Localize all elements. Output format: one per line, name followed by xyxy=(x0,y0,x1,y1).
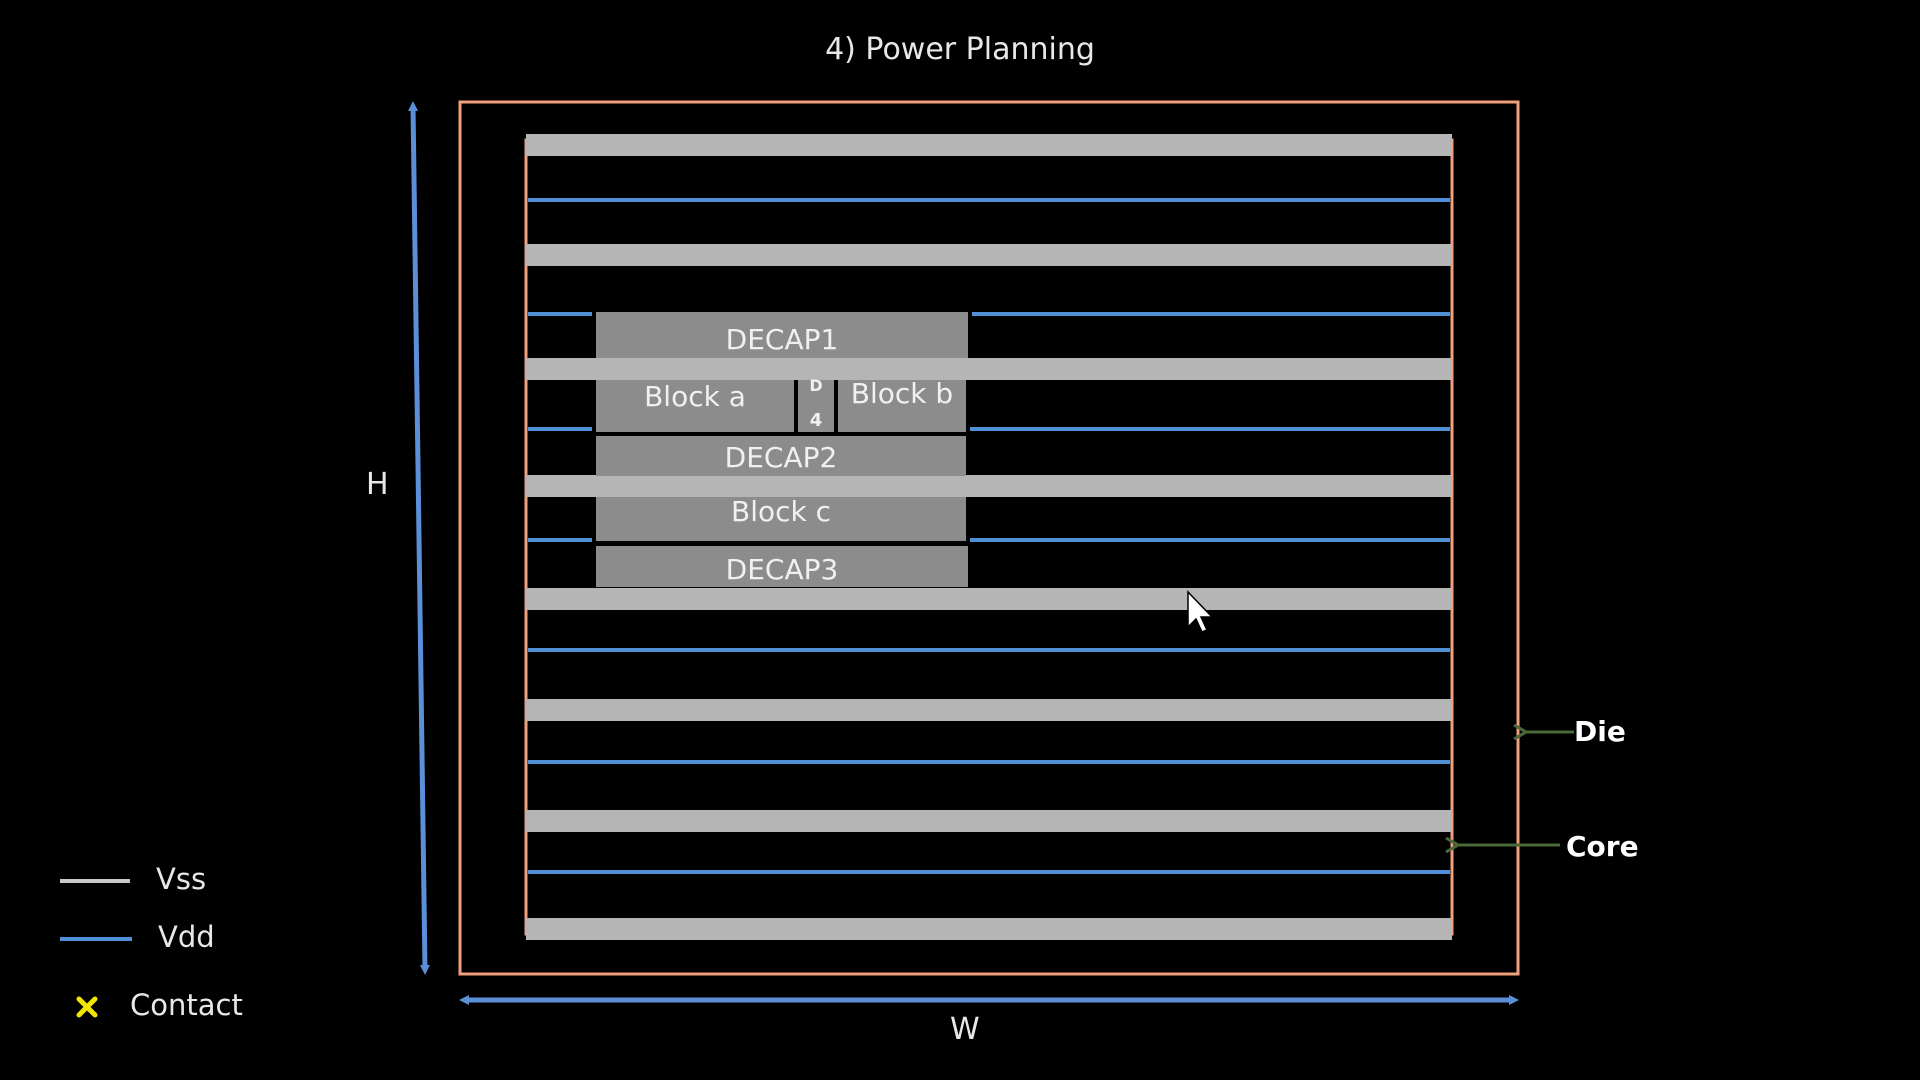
decap4-label-top: D xyxy=(809,376,823,395)
block-b xyxy=(838,380,966,432)
die-outline xyxy=(458,100,1520,976)
vss-rails xyxy=(526,134,1452,940)
decap4-block xyxy=(798,380,834,432)
vdd-rails xyxy=(528,198,1450,874)
die-label: Die xyxy=(1574,715,1626,748)
legend-vss-label: Vss xyxy=(156,862,207,896)
decap4-label-bottom: 4 xyxy=(809,410,823,431)
vss-rail xyxy=(526,699,1452,721)
decap1-label: DECAP1 xyxy=(725,323,839,356)
vss-rail xyxy=(526,588,1452,610)
mouse-cursor-icon xyxy=(1187,590,1214,633)
decap2-block xyxy=(596,436,966,476)
diagram-title: 4) Power Planning xyxy=(825,32,1095,67)
decap3-block xyxy=(596,546,968,587)
vss-rail xyxy=(526,244,1452,266)
width-label: W xyxy=(950,1012,980,1047)
macro-blocks xyxy=(596,312,968,587)
vss-rail xyxy=(526,358,1452,380)
vss-rail xyxy=(526,918,1452,940)
legend-contact-label: Contact xyxy=(130,988,243,1022)
contact-cross-icon xyxy=(76,996,98,1018)
decap2-label: DECAP2 xyxy=(724,441,838,474)
height-label: H xyxy=(366,467,389,502)
vss-rail xyxy=(526,134,1452,156)
block-c xyxy=(596,497,966,541)
block-a-label: Block a xyxy=(644,380,746,413)
decap1-block xyxy=(596,312,968,358)
decap3-label: DECAP3 xyxy=(725,553,839,586)
height-dimension-arrow xyxy=(408,101,430,975)
core-label: Core xyxy=(1566,830,1639,863)
vss-rail xyxy=(526,810,1452,832)
block-c-label: Block c xyxy=(730,495,832,528)
block-b-label: Block b xyxy=(850,377,954,410)
legend-vdd-label: Vdd xyxy=(158,920,215,954)
block-a xyxy=(596,380,794,432)
vss-rail xyxy=(526,475,1452,497)
